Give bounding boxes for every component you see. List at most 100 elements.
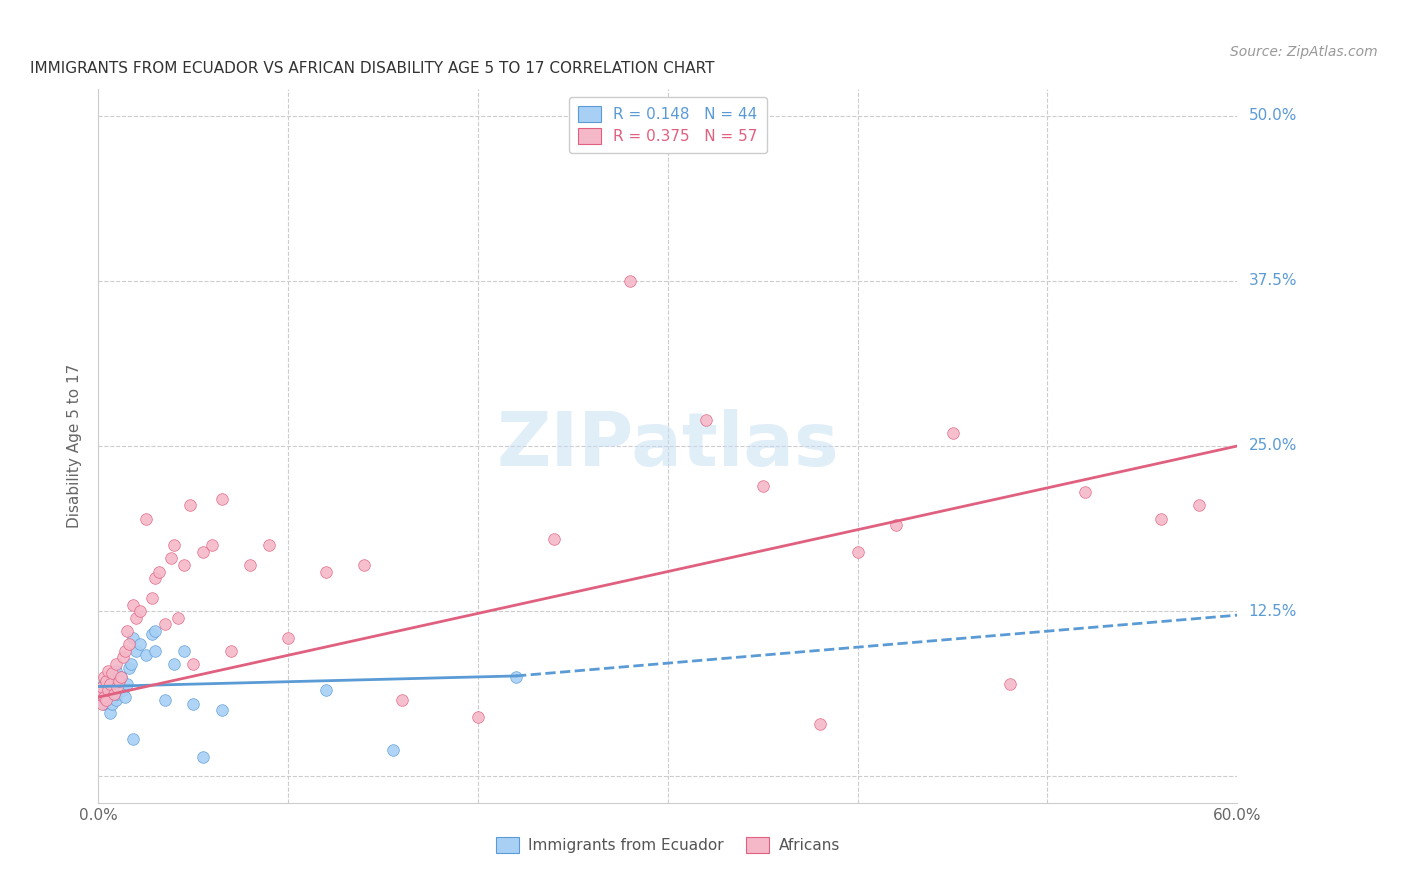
Point (259, 538, 281, 552)
Point (114, 644, 136, 658)
Point (145, 571, 167, 585)
Point (135, 648, 157, 662)
Point (884, 518, 907, 533)
Point (159, 551, 181, 566)
Text: IMMIGRANTS FROM ECUADOR VS AFRICAN DISABILITY AGE 5 TO 17 CORRELATION CHART: IMMIGRANTS FROM ECUADOR VS AFRICAN DISAB… (30, 61, 714, 76)
Point (104, 692, 127, 706)
Point (91, 680, 114, 694)
Point (114, 690, 136, 704)
Point (191, 545, 214, 559)
Point (108, 674, 131, 689)
Point (98, 677, 121, 691)
Point (167, 611, 190, 625)
Point (104, 657, 127, 671)
Point (89, 683, 111, 698)
Point (93, 690, 115, 704)
Point (107, 688, 129, 702)
Point (97, 683, 120, 698)
Point (112, 683, 135, 698)
Point (315, 565, 337, 579)
Point (846, 545, 869, 559)
Point (211, 491, 233, 506)
Point (752, 478, 775, 492)
Point (173, 644, 195, 658)
Point (110, 670, 132, 684)
Point (100, 666, 122, 681)
Point (121, 598, 143, 612)
Point (173, 558, 195, 572)
Point (239, 558, 262, 572)
Point (103, 688, 125, 702)
Point (91, 680, 114, 694)
Y-axis label: Disability Age 5 to 17: Disability Age 5 to 17 (67, 364, 83, 528)
Point (98, 706, 121, 720)
Point (695, 412, 717, 426)
Point (211, 703, 233, 717)
Point (619, 274, 641, 288)
Point (121, 631, 143, 645)
Point (141, 626, 163, 640)
Point (120, 657, 142, 671)
Point (1150, 511, 1173, 525)
Point (145, 624, 167, 638)
Point (91, 697, 114, 711)
Point (94, 692, 117, 706)
Point (104, 664, 127, 678)
Point (110, 670, 132, 684)
Point (191, 749, 214, 764)
Point (103, 688, 125, 702)
Point (125, 611, 148, 625)
Point (129, 604, 152, 618)
Point (93, 670, 115, 684)
Point (103, 670, 125, 684)
Point (89, 683, 111, 698)
Point (277, 631, 299, 645)
Text: 12.5%: 12.5% (1249, 604, 1296, 619)
Point (97, 683, 120, 698)
Point (118, 637, 141, 651)
Point (93, 697, 115, 711)
Point (94, 692, 117, 706)
Point (148, 565, 170, 579)
Point (201, 538, 224, 552)
Point (808, 716, 831, 731)
Point (381, 743, 404, 757)
Point (94, 674, 117, 689)
Point (94, 674, 117, 689)
Point (1188, 499, 1211, 513)
Point (1074, 485, 1097, 500)
Point (93, 677, 115, 691)
Point (125, 644, 148, 658)
Point (183, 697, 205, 711)
Point (998, 677, 1021, 691)
Point (97, 664, 120, 678)
Point (179, 499, 201, 513)
Point (141, 591, 163, 605)
Point (467, 710, 489, 724)
Point (112, 650, 135, 665)
Point (97, 690, 120, 704)
Point (135, 511, 157, 525)
Point (942, 425, 965, 440)
Text: ZIPatlas: ZIPatlas (496, 409, 839, 483)
Text: 37.5%: 37.5% (1249, 273, 1296, 288)
Point (107, 677, 129, 691)
Point (91, 688, 114, 702)
Point (163, 538, 186, 552)
Point (107, 680, 129, 694)
Point (153, 617, 176, 632)
Point (115, 677, 138, 691)
Point (391, 692, 413, 706)
Point (221, 644, 243, 658)
Point (98, 674, 121, 689)
Legend: Immigrants from Ecuador, Africans: Immigrants from Ecuador, Africans (489, 831, 846, 859)
Point (353, 558, 375, 572)
Text: Source: ZipAtlas.com: Source: ZipAtlas.com (1230, 45, 1378, 59)
Point (315, 683, 337, 698)
Point (145, 644, 167, 658)
Text: 50.0%: 50.0% (1249, 108, 1296, 123)
Point (115, 624, 138, 638)
Point (108, 674, 131, 689)
Text: 25.0%: 25.0% (1249, 439, 1296, 453)
Point (118, 661, 141, 675)
